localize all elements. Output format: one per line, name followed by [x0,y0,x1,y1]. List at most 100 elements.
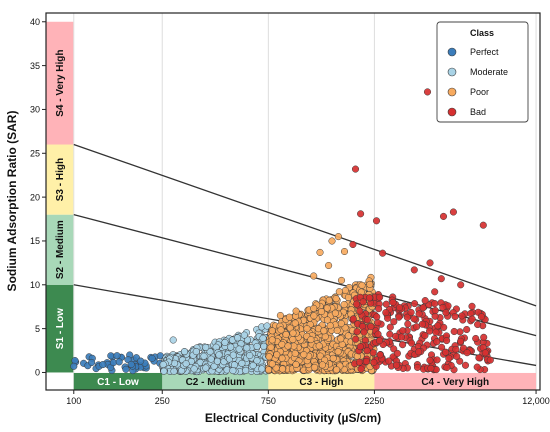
point-perfect-45 [70,362,78,370]
point-bad-268 [395,304,404,312]
point-bad-246 [375,337,384,345]
point-moderate-445 [210,362,218,370]
y-tick-label-7: 35 [30,61,40,71]
data-points [70,88,494,376]
point-moderate-439 [229,367,237,375]
sar-band-label-0: S1 - Low [55,308,66,349]
point-poor-886 [325,296,333,304]
class-bands: C1 - Low C2 - Medium C3 - High C4 - Very Hi… [46,21,537,390]
point-bad-295 [418,320,426,328]
point-bad-63 [374,319,382,327]
point-bad-286 [479,221,487,229]
point-bad-201 [431,306,439,315]
point-perfect-44 [127,360,135,368]
point-poor-851 [329,354,337,362]
point-poor-797 [316,352,324,360]
sar-band-2 [46,144,74,215]
point-moderate-372 [249,361,257,370]
point-bad-236 [468,315,476,323]
point-poor-888 [337,335,345,343]
point-moderate-430 [180,348,189,356]
x-tick-label-2: 750 [261,396,276,406]
point-moderate-446 [192,348,200,356]
ec-band-0 [73,372,163,390]
point-poor-879 [318,361,326,369]
point-bad-257 [356,343,364,351]
point-poor-904 [325,261,333,270]
point-bad-212 [403,313,411,321]
point-bad-226 [433,356,441,364]
point-bad-287 [379,249,387,257]
point-bad-112 [404,320,412,328]
point-poor-868 [334,348,342,356]
point-moderate-441 [246,351,254,360]
point-poor-836 [303,325,311,333]
point-bad-278 [442,348,450,356]
point-poor-878 [292,360,300,369]
legend: Class Perfect Moderate Poor Bad [436,21,529,123]
point-bad-239 [439,303,447,312]
point-bad-184 [386,323,394,331]
point-bad-271 [477,313,485,321]
point-moderate-453 [243,344,251,352]
point-bad-275 [443,363,451,372]
point-bad-281 [351,165,360,173]
point-poor-735 [326,322,334,330]
point-bad-256 [442,309,450,317]
point-moderate-419 [202,364,210,372]
point-perfect-49 [148,354,156,362]
point-moderate-434 [235,345,243,353]
point-poor-880 [285,313,293,321]
point-bad-127 [353,300,361,308]
point-bad-288 [349,240,357,249]
point-bad-243 [366,294,374,302]
point-bad-164 [474,320,482,329]
point-bad-137 [473,363,481,371]
point-poor-865 [310,304,318,312]
point-bad-279 [427,364,435,372]
ec-band-label-2: C3 - High [299,377,343,388]
point-bad-191 [415,310,423,318]
point-bad-262 [389,298,397,306]
y-tick-label-8: 40 [30,17,40,27]
point-poor-681 [310,312,318,320]
point-poor-908 [276,311,284,320]
point-bad-162 [475,354,483,362]
point-bad-274 [373,313,381,321]
point-moderate-381 [206,348,214,356]
point-bad-255 [349,315,357,323]
point-perfect-28 [107,352,115,360]
point-bad-163 [463,325,471,334]
point-bad-225 [432,328,440,336]
point-moderate-428 [207,355,215,363]
point-moderate-414 [234,334,242,342]
point-bad-211 [440,323,448,331]
point-poor-804 [337,319,345,328]
point-poor-582 [341,286,349,295]
point-bad-90 [438,343,446,351]
point-bad-259 [457,337,465,345]
point-bad-272 [385,357,393,365]
point-bad-175 [472,334,480,343]
point-bad-265 [392,361,401,369]
plot-frame [45,12,541,391]
point-bad-294 [395,313,403,321]
point-bad-235 [382,300,390,308]
x-tick-label-1: 250 [155,396,170,406]
point-bad-283 [357,210,365,218]
legend-label-3: Bad [470,107,486,117]
legend-box [436,21,529,123]
y-axis-label: Sodium Adsorption Ratio (SAR) [5,111,19,292]
sar-band-1 [46,214,74,285]
point-poor-772 [333,326,341,335]
legend-marker-0 [447,47,457,57]
point-bad-291 [437,275,445,283]
point-poor-894 [300,351,308,359]
y-tick-label-6: 30 [30,105,40,115]
point-bad-128 [355,358,363,366]
legend-marker-2 [447,87,457,97]
point-moderate-450 [169,336,177,344]
point-moderate-437 [202,343,210,351]
point-poor-785 [323,316,331,324]
